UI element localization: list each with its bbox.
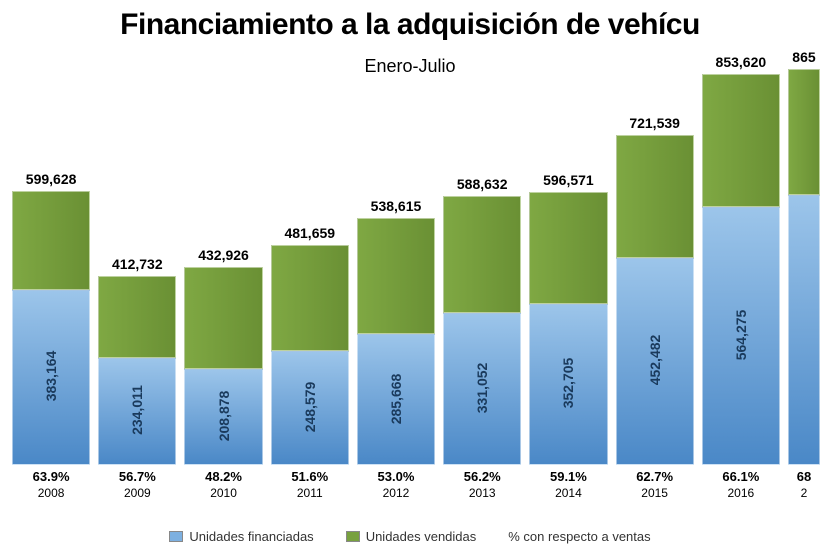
bar-column: 599,628 383,164 63.9% 2008	[8, 88, 94, 500]
bar-segment-financiadas: 383,164	[12, 290, 90, 465]
legend-swatch-vendidas	[346, 531, 360, 542]
bar-percent-label: 48.2%	[205, 469, 242, 484]
bar-total-label: 865	[792, 49, 815, 65]
bar-percent-label: 68	[797, 469, 811, 484]
bar-segment-vendidas	[616, 135, 694, 258]
bar-percent-label: 62.7%	[636, 469, 673, 484]
bar-percent-label: 56.7%	[119, 469, 156, 484]
bar-percent-label: 53.0%	[378, 469, 415, 484]
bar-year-label: 2009	[124, 486, 151, 500]
bar-column: 588,632 331,052 56.2% 2013	[439, 88, 525, 500]
bar-year-label: 2012	[383, 486, 410, 500]
chart-legend: Unidades financiadas Unidades vendidas %…	[0, 529, 820, 544]
bar-segment-financiadas: 331,052	[443, 313, 521, 465]
bar-segment-financiadas: 248,579	[271, 351, 349, 465]
bar-segment-financiadas: 564,275	[702, 207, 780, 465]
bar-segment-vendidas	[357, 218, 435, 334]
bar-percent-label: 59.1%	[550, 469, 587, 484]
bar-segment-vendidas	[788, 69, 820, 195]
legend-label-financiadas: Unidades financiadas	[189, 529, 313, 544]
bar-segment-financiadas: 208,878	[184, 369, 262, 465]
legend-item-financiadas: Unidades financiadas	[169, 529, 313, 544]
bar-total-label: 412,732	[112, 256, 163, 272]
bar-total-label: 853,620	[716, 54, 767, 70]
bar-column: 432,926 208,878 48.2% 2010	[180, 88, 266, 500]
bar-segment-vendidas	[12, 191, 90, 290]
bar-column: 865682	[784, 88, 820, 500]
bar-column: 481,659 248,579 51.6% 2011	[267, 88, 353, 500]
bar-financed-label: 452,482	[647, 335, 663, 386]
bar-financed-label: 208,878	[216, 391, 232, 442]
bar-year-label: 2008	[38, 486, 65, 500]
bar-segment-financiadas: 452,482	[616, 258, 694, 465]
stacked-bar	[788, 69, 820, 465]
bar-year-label: 2016	[728, 486, 755, 500]
bar-financed-label: 234,011	[129, 386, 145, 436]
legend-label-percent: % con respecto a ventas	[508, 529, 650, 544]
stacked-bar: 248,579	[271, 245, 349, 465]
bar-percent-label: 63.9%	[33, 469, 70, 484]
bar-total-label: 721,539	[629, 115, 680, 131]
bar-segment-vendidas	[184, 267, 262, 370]
bar-financed-label: 285,668	[388, 373, 404, 424]
bar-financed-label: 331,052	[474, 363, 490, 414]
bar-segment-vendidas	[98, 276, 176, 358]
bar-year-label: 2013	[469, 486, 496, 500]
stacked-bar: 383,164	[12, 191, 90, 465]
stacked-bar: 285,668	[357, 218, 435, 465]
bar-year-label: 2011	[297, 486, 323, 500]
bar-segment-vendidas	[702, 74, 780, 206]
bar-column: 538,615 285,668 53.0% 2012	[353, 88, 439, 500]
bar-financed-label: 248,579	[302, 382, 318, 433]
chart-subtitle: Enero-Julio	[0, 56, 820, 77]
bar-total-label: 588,632	[457, 176, 508, 192]
bar-total-label: 538,615	[371, 198, 422, 214]
stacked-bar: 208,878	[184, 267, 262, 465]
stacked-bar: 352,705	[529, 192, 607, 465]
stacked-bar: 331,052	[443, 196, 521, 465]
legend-item-percent: % con respecto a ventas	[508, 529, 650, 544]
bar-segment-financiadas: 352,705	[529, 304, 607, 465]
bar-total-label: 596,571	[543, 172, 594, 188]
bar-segment-financiadas	[788, 195, 820, 465]
legend-label-vendidas: Unidades vendidas	[366, 529, 477, 544]
bar-financed-label: 383,164	[43, 351, 59, 402]
bar-year-label: 2	[801, 486, 808, 500]
bar-percent-label: 56.2%	[464, 469, 501, 484]
bar-segment-vendidas	[529, 192, 607, 304]
bar-segment-financiadas: 285,668	[357, 334, 435, 465]
bar-segment-vendidas	[271, 245, 349, 352]
stacked-bar: 234,011	[98, 276, 176, 465]
bar-segment-financiadas: 234,011	[98, 358, 176, 465]
chart-plot-area: 599,628 383,164 63.9% 2008 412,732 234,011 56.…	[8, 88, 820, 500]
bar-column: 853,620564,27566.1%2016	[698, 88, 784, 500]
bar-column: 596,571 352,705 59.1% 2014	[525, 88, 611, 500]
stacked-bar: 564,275	[702, 74, 780, 465]
bar-total-label: 432,926	[198, 247, 249, 263]
stacked-bar: 452,482	[616, 135, 694, 465]
bar-year-label: 2010	[210, 486, 237, 500]
bar-financed-label: 564,275	[733, 310, 749, 361]
bar-total-label: 599,628	[26, 171, 77, 187]
bar-segment-vendidas	[443, 196, 521, 314]
bar-percent-label: 66.1%	[722, 469, 759, 484]
bar-total-label: 481,659	[284, 225, 335, 241]
chart-title: Financiamiento a la adquisición de vehíc…	[0, 8, 820, 42]
legend-swatch-financiadas	[169, 531, 183, 542]
legend-item-vendidas: Unidades vendidas	[346, 529, 477, 544]
bar-column: 412,732 234,011 56.7% 2009	[94, 88, 180, 500]
bar-year-label: 2014	[555, 486, 582, 500]
bar-year-label: 2015	[641, 486, 668, 500]
bar-financed-label: 352,705	[560, 358, 576, 409]
bar-percent-label: 51.6%	[291, 469, 328, 484]
bar-column: 721,539 452,482 62.7% 2015	[612, 88, 698, 500]
